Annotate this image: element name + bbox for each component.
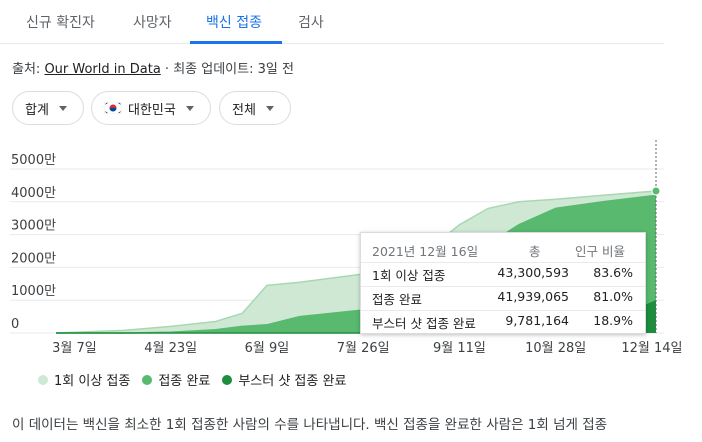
x-tick-label: 6월 9일 [245, 341, 290, 356]
tab-new-cases[interactable]: 신규 확진자 [26, 15, 95, 31]
region-filter-dropdown[interactable]: 대한민국 [91, 91, 211, 125]
chevron-down-icon [185, 105, 194, 111]
x-tick-label: 3월 7일 [52, 341, 97, 356]
legend-first-dose[interactable]: 1회 이상 접종 [38, 370, 130, 389]
source-line: 출처: Our World in Data · 최종 업데이트: 3일 전 [12, 58, 294, 77]
tooltip-row: 부스터 샷 접종 완료 9,781,164 18.9% [372, 313, 633, 331]
tab-vaccination[interactable]: 백신 접종 [206, 15, 262, 31]
tooltip-total-header: 총 [529, 244, 541, 259]
chevron-down-icon [58, 105, 67, 111]
y-tick-label: 0 [11, 317, 19, 332]
chart-legend: 1회 이상 접종 접종 완료 부스터 샷 접종 완료 [38, 370, 358, 389]
tooltip-row: 1회 이상 접종 43,300,593 83.6% [372, 265, 633, 283]
chart-tooltip: 2021년 12월 16일 총 인구 비율 1회 이상 접종 43,300,59… [360, 232, 646, 334]
legend-swatch [222, 374, 233, 385]
y-tick-label: 2000만 [11, 251, 56, 266]
source-prefix: 출처: [12, 62, 45, 77]
chevron-down-icon [265, 105, 274, 111]
dose-filter-label: 합계 [25, 102, 49, 118]
x-tick-label: 10월 28일 [525, 341, 586, 356]
tab-tests[interactable]: 검사 [298, 15, 324, 31]
active-tab-indicator [190, 41, 282, 44]
x-tick-label: 12월 14일 [621, 341, 682, 356]
age-filter-dropdown[interactable]: 전체 [219, 91, 291, 125]
y-tick-label: 4000만 [11, 186, 56, 201]
x-tick-label: 9월 11일 [433, 341, 486, 356]
description-text: 이 데이터는 백신을 최소한 1회 접종한 사람의 수를 나타냅니다. 백신 접… [12, 417, 608, 433]
legend-swatch [142, 374, 153, 385]
y-tick-label: 3000만 [11, 219, 56, 234]
y-tick-label: 5000만 [11, 153, 56, 168]
tab-deaths[interactable]: 사망자 [133, 15, 172, 31]
legend-swatch [38, 374, 48, 385]
korea-flag-icon [104, 102, 122, 114]
y-tick-label: 1000만 [11, 284, 56, 299]
tooltip-row: 접종 완료 41,939,065 81.0% [372, 289, 633, 307]
legend-booster[interactable]: 부스터 샷 접종 완료 [222, 370, 346, 389]
last-updated: · 최종 업데이트: 3일 전 [160, 62, 294, 77]
source-link[interactable]: Our World in Data [44, 62, 161, 77]
region-filter-label: 대한민국 [128, 102, 176, 118]
x-tick-label: 7월 26일 [337, 341, 390, 356]
tooltip-pct-header: 인구 비율 [575, 244, 625, 259]
tooltip-date: 2021년 12월 16일 [372, 244, 479, 259]
hover-point [651, 186, 661, 196]
age-filter-label: 전체 [232, 102, 256, 118]
legend-fully-vaccinated[interactable]: 접종 완료 [142, 370, 210, 389]
dose-filter-dropdown[interactable]: 합계 [12, 91, 84, 125]
tab-bar: 신규 확진자 사망자 백신 접종 검사 [0, 0, 664, 44]
x-tick-label: 4월 23일 [144, 341, 197, 356]
